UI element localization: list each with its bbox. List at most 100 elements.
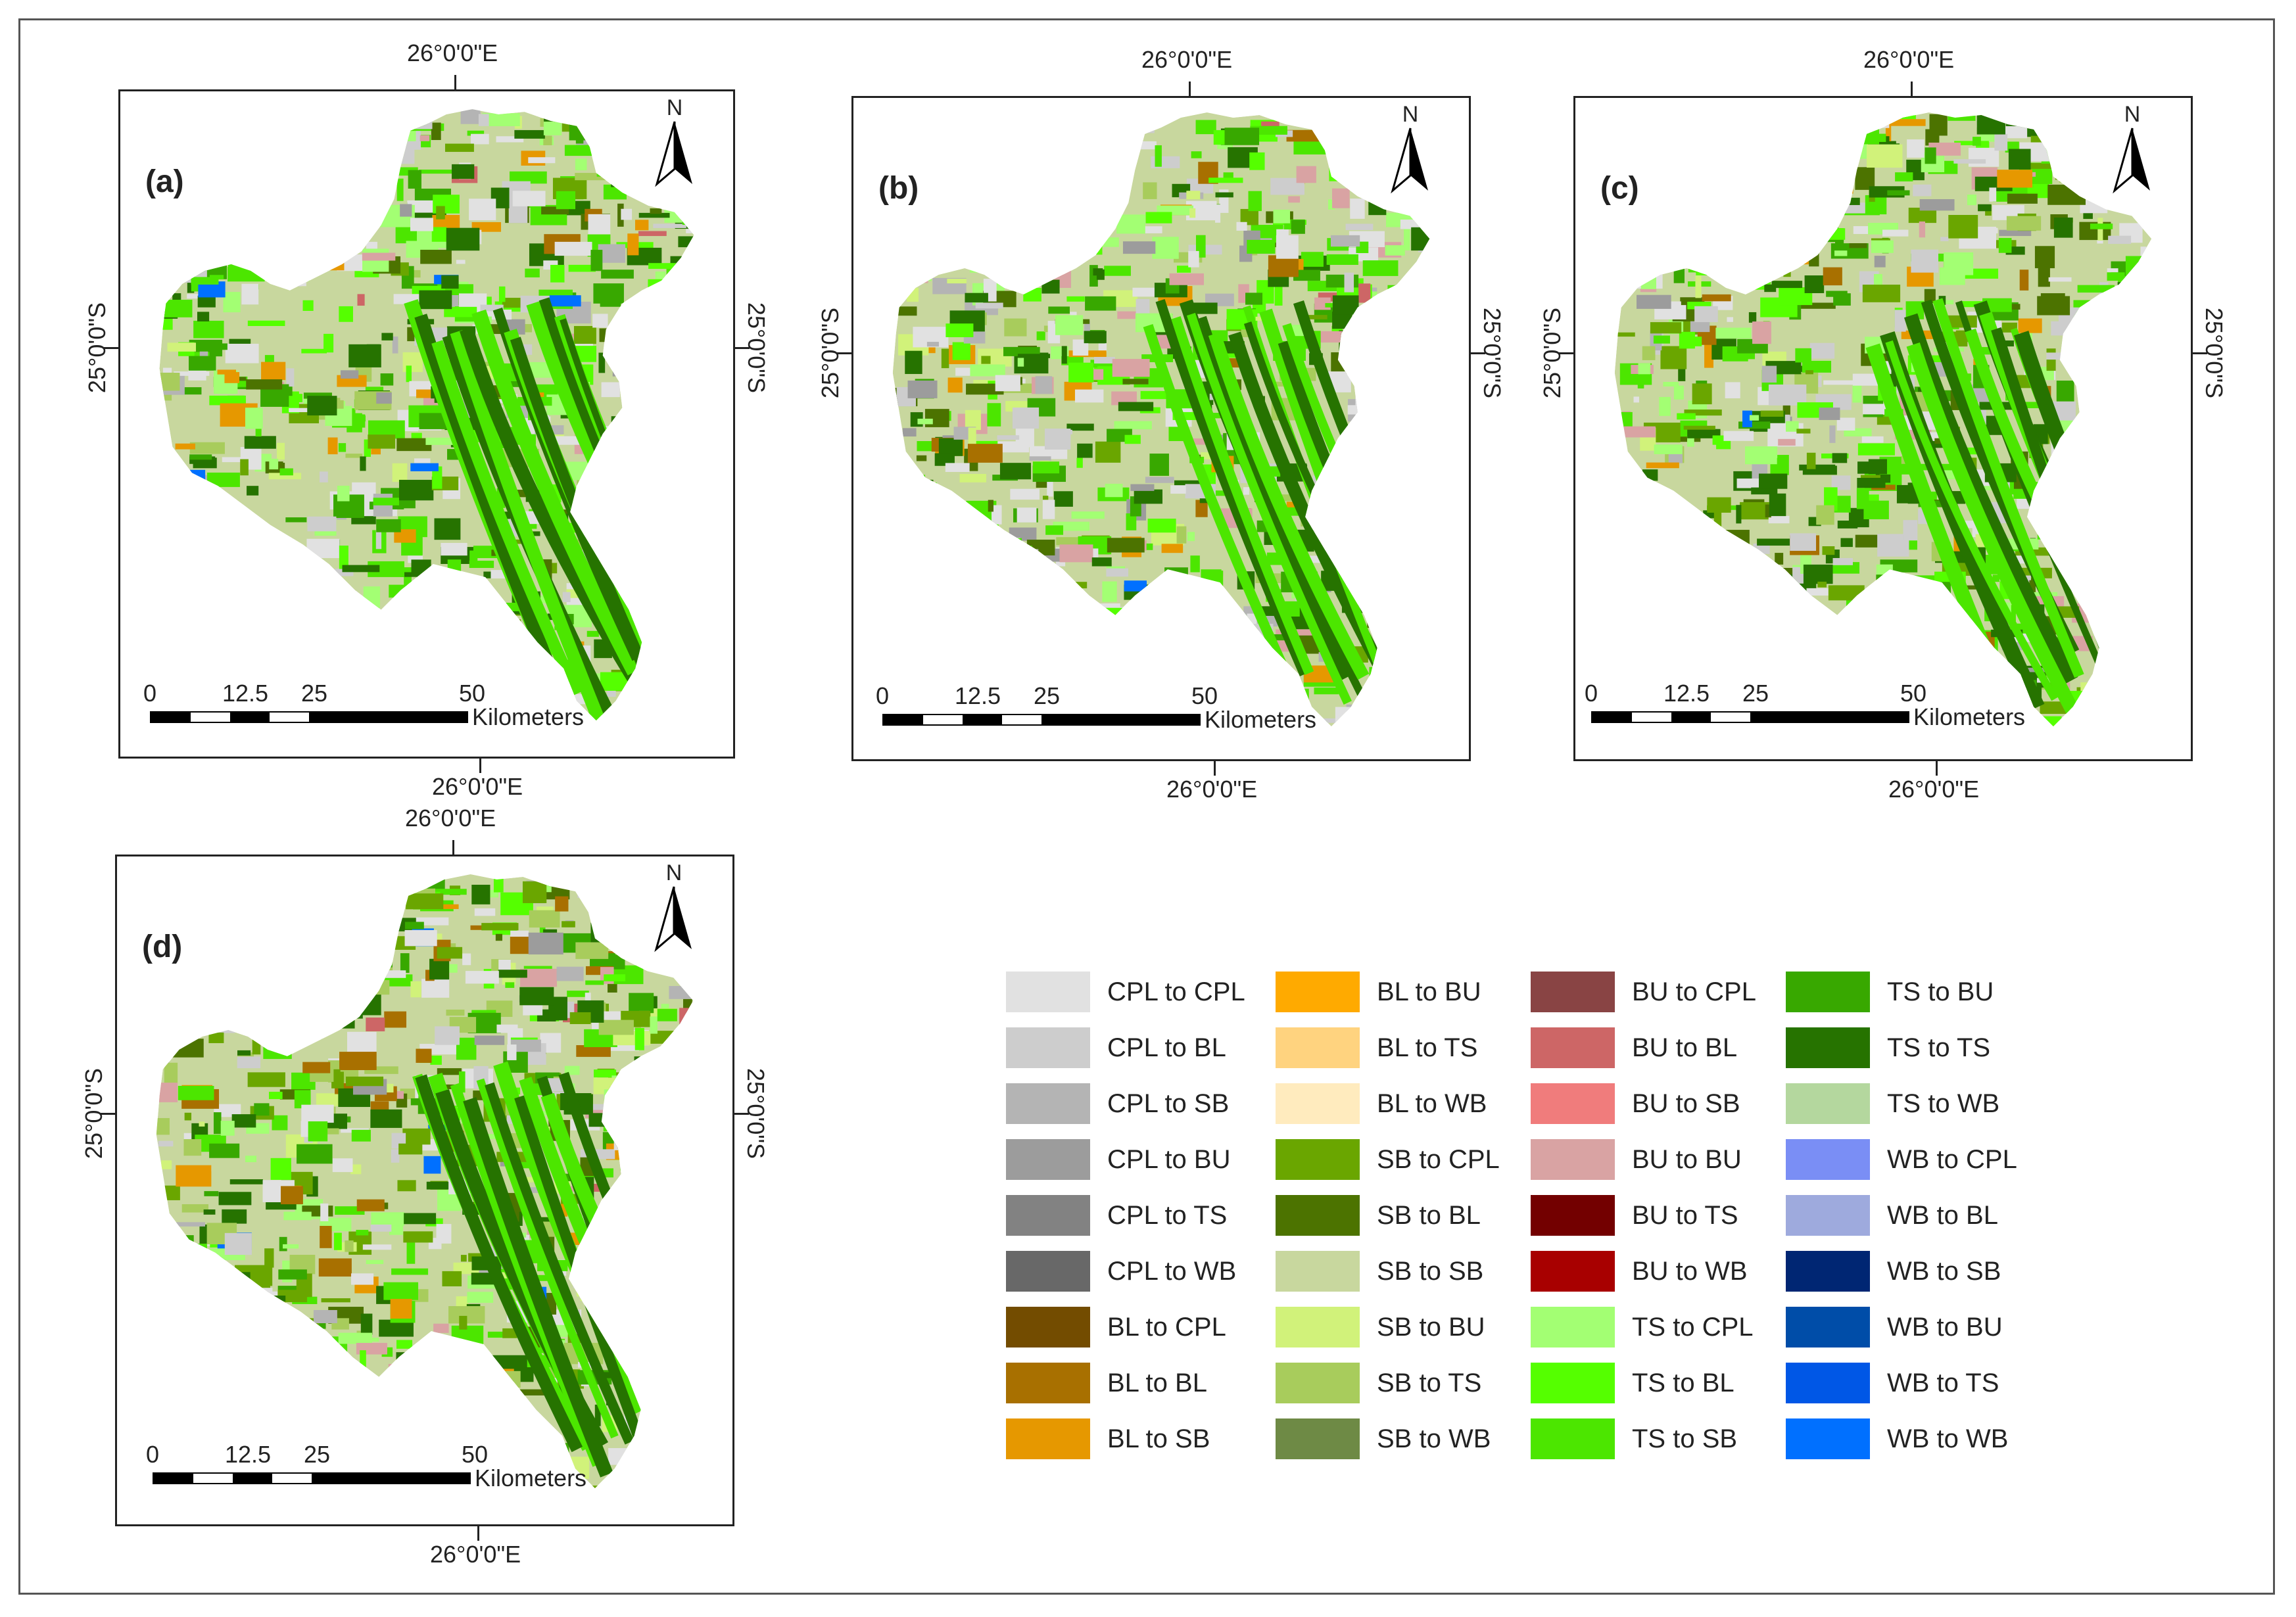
tick-mark — [479, 759, 481, 773]
scale-tick-label: 50 — [1900, 680, 1927, 707]
legend-swatch — [1531, 1139, 1615, 1180]
north-arrow-icon: N — [1387, 102, 1433, 194]
scale-tick-label: 12.5 — [1663, 680, 1710, 707]
legend-item: WB to BL — [1786, 1195, 1998, 1236]
legend-label: TS to CPL — [1632, 1312, 1754, 1342]
scale-unit-label: Kilometers — [1205, 706, 1317, 733]
legend-swatch — [1006, 1083, 1090, 1124]
legend-item: CPL to BL — [1006, 1027, 1226, 1068]
legend-item: BL to TS — [1276, 1027, 1477, 1068]
north-letter: N — [2124, 102, 2141, 127]
legend-item: SB to BL — [1276, 1195, 1481, 1236]
legend-swatch — [1531, 1083, 1615, 1124]
legend-label: SB to TS — [1377, 1368, 1482, 1397]
legend-label: BU to CPL — [1632, 977, 1756, 1006]
land-cover-change-map — [1614, 112, 2152, 727]
longitude-label-top: 26°0'0"E — [405, 805, 496, 832]
legend-label: WB to WB — [1887, 1424, 2009, 1453]
legend-item: SB to CPL — [1276, 1139, 1500, 1180]
legend-swatch — [1006, 1418, 1090, 1459]
north-arrow-icon: N — [652, 95, 698, 187]
scale-tick-label: 25 — [304, 1441, 331, 1468]
legend-item: WB to SB — [1786, 1251, 2001, 1292]
tick-mark — [104, 347, 118, 349]
legend-label: CPL to TS — [1107, 1200, 1228, 1230]
legend-swatch — [1276, 1251, 1360, 1292]
longitude-label-bottom: 26°0'0"E — [432, 773, 523, 800]
scale-tick-label: 25 — [1742, 680, 1769, 707]
scale-tick-label: 50 — [462, 1441, 489, 1468]
legend-label: TS to SB — [1632, 1424, 1738, 1453]
scale-tick-label: 0 — [146, 1441, 160, 1468]
tick-mark — [1936, 761, 1938, 776]
scale-tick-label: 12.5 — [955, 682, 1001, 709]
scale-tick-label: 25 — [301, 680, 328, 707]
legend: CPL to CPL CPL to BL CPL to SB CPL to BU CPL… — [1006, 972, 2058, 1471]
legend-label: SB to BL — [1377, 1200, 1481, 1230]
map-frame: (c) N — [1573, 96, 2193, 761]
legend-swatch — [1006, 1195, 1090, 1236]
legend-item: TS to BL — [1531, 1363, 1734, 1403]
legend-item: BU to CPL — [1531, 972, 1756, 1012]
tick-mark — [101, 1113, 115, 1115]
legend-label: WB to TS — [1887, 1368, 1999, 1397]
legend-swatch — [1531, 1251, 1615, 1292]
north-arrow-icon: N — [2109, 102, 2155, 194]
legend-swatch — [1276, 972, 1360, 1012]
longitude-label-bottom: 26°0'0"E — [1888, 776, 1980, 803]
legend-item: WB to CPL — [1786, 1139, 2017, 1180]
tick-mark — [452, 840, 454, 855]
scale-tick-label: 25 — [1034, 682, 1061, 709]
legend-item: WB to BU — [1786, 1307, 2003, 1348]
legend-swatch — [1006, 1363, 1090, 1403]
legend-swatch — [1006, 1027, 1090, 1068]
tick-mark — [1214, 761, 1216, 776]
legend-swatch — [1006, 1139, 1090, 1180]
legend-item: SB to BU — [1276, 1307, 1485, 1348]
legend-swatch — [1006, 1307, 1090, 1348]
legend-label: BU to BL — [1632, 1033, 1738, 1062]
legend-label: BU to WB — [1632, 1256, 1748, 1286]
legend-label: TS to WB — [1887, 1089, 2000, 1118]
legend-label: BL to BU — [1377, 977, 1481, 1006]
legend-swatch — [1276, 1418, 1360, 1459]
legend-item: CPL to SB — [1006, 1083, 1229, 1124]
legend-label: BU to SB — [1632, 1089, 1740, 1118]
legend-item: WB to TS — [1786, 1363, 1999, 1403]
longitude-label-top: 26°0'0"E — [1141, 46, 1233, 73]
tick-mark — [1189, 82, 1191, 96]
legend-swatch — [1276, 1139, 1360, 1180]
land-cover-change-map — [892, 112, 1430, 727]
panel-label: (d) — [142, 929, 183, 964]
legend-item: BL to SB — [1006, 1418, 1210, 1459]
legend-label: TS to BU — [1887, 977, 1994, 1006]
legend-item: WB to WB — [1786, 1418, 2008, 1459]
legend-item: CPL to BU — [1006, 1139, 1230, 1180]
tick-mark — [837, 352, 851, 354]
legend-label: CPL to CPL — [1107, 977, 1245, 1006]
north-letter: N — [1402, 102, 1419, 127]
legend-swatch — [1276, 1027, 1360, 1068]
scale-tick-label: 50 — [459, 680, 486, 707]
legend-swatch — [1786, 972, 1870, 1012]
map-frame: (a) N — [118, 89, 735, 759]
scale-unit-label: Kilometers — [475, 1465, 587, 1491]
scale-tick-label: 0 — [876, 682, 890, 709]
north-letter: N — [666, 95, 683, 120]
tick-mark — [454, 75, 456, 89]
land-cover-change-map — [159, 109, 694, 721]
longitude-label-bottom: 26°0'0"E — [1166, 776, 1258, 803]
legend-label: WB to SB — [1887, 1256, 2001, 1286]
legend-swatch — [1786, 1139, 1870, 1180]
map-frame: (d) N — [115, 855, 734, 1526]
legend-swatch — [1531, 1307, 1615, 1348]
legend-swatch — [1276, 1307, 1360, 1348]
figure-border — [18, 18, 2275, 1595]
legend-swatch — [1786, 1363, 1870, 1403]
legend-label: BL to BL — [1107, 1368, 1207, 1397]
legend-item: TS to BU — [1786, 972, 1994, 1012]
legend-swatch — [1276, 1083, 1360, 1124]
legend-item: BU to SB — [1531, 1083, 1740, 1124]
longitude-label-top: 26°0'0"E — [1863, 46, 1955, 73]
north-arrow-icon: N — [651, 860, 697, 952]
